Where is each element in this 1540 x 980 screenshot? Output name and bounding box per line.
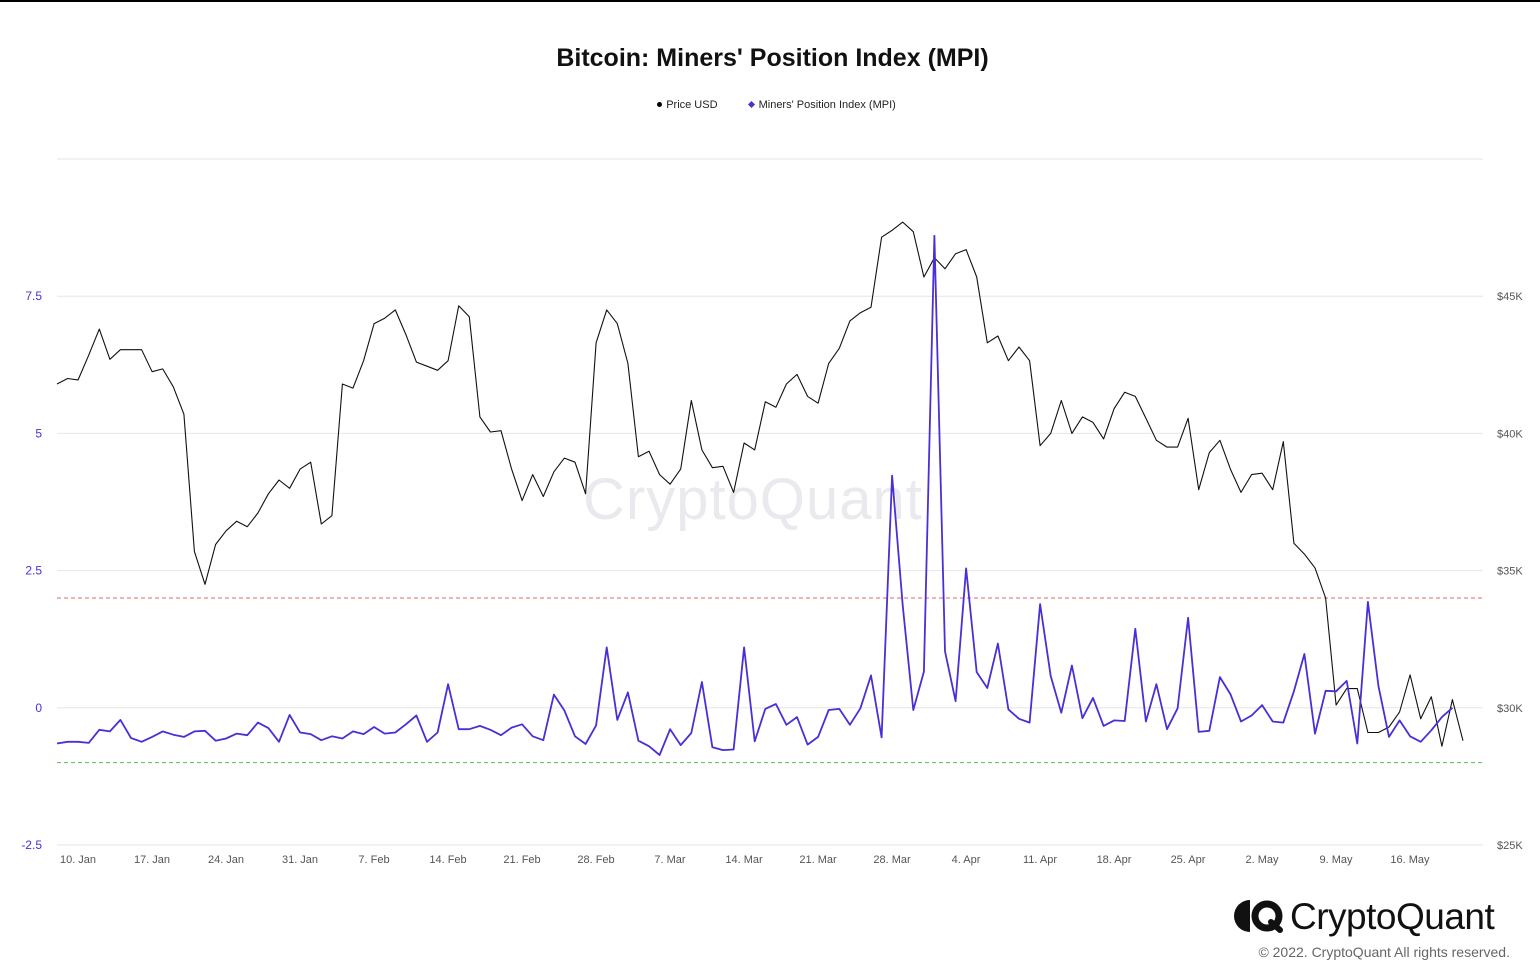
x-tick-label: 28. Feb [577,854,614,866]
legend-dot-icon [657,101,663,107]
legend: Price USD Miners' Position Index (MPI) [0,99,1540,111]
legend-label-price: Price USD [666,99,718,111]
x-axis: 10. Jan 17. Jan 24. Jan 31. Jan 7. Feb 14. Fe… [60,854,1430,866]
price-usd-line [56,221,1464,747]
x-tick-label: 4. Apr [952,854,981,866]
series-group [56,221,1464,756]
x-tick-label: 21. Mar [799,854,837,866]
footer-logo-text: CryptoQuant [1290,896,1495,937]
x-tick-label: 10. Jan [60,854,96,866]
legend-item-price[interactable]: Price USD [657,99,718,111]
x-tick-label: 31. Jan [282,854,318,866]
x-tick-label: 21. Feb [503,854,540,866]
threshold-lines [57,597,1483,764]
left-tick-label: 7.5 [25,289,42,303]
left-tick-label: 2.5 [25,564,42,578]
right-tick-label: $35K [1497,566,1523,578]
x-tick-label: 16. May [1390,854,1430,866]
x-tick-label: 14. Mar [725,854,763,866]
legend-item-mpi[interactable]: Miners' Position Index (MPI) [747,99,896,111]
copyright-text: © 2022. CryptoQuant All rights reserved. [1258,944,1510,960]
right-tick-label: $30K [1497,703,1523,715]
x-tick-label: 18. Apr [1097,854,1132,866]
mpi-line [56,234,1453,756]
cryptoquant-logo-icon [1234,900,1283,933]
legend-label-mpi: Miners' Position Index (MPI) [758,99,896,111]
x-tick-label: 14. Feb [429,854,466,866]
x-tick-label: 25. Apr [1171,854,1206,866]
left-tick-label: -2.5 [21,838,42,852]
x-tick-label: 17. Jan [134,854,170,866]
top-border [0,0,1540,2]
left-axis: -2.5 0 2.5 5 7.5 [21,289,42,852]
right-axis: $25K $30K $35K $40K $45K [1497,291,1523,852]
chart-title: Bitcoin: Miners' Position Index (MPI) [556,44,989,72]
x-tick-label: 9. May [1319,854,1353,866]
x-tick-label: 7. Feb [358,854,389,866]
left-tick-label: 0 [35,701,42,715]
right-tick-label: $40K [1497,428,1523,440]
x-tick-label: 24. Jan [208,854,244,866]
grid-lines [57,158,1483,846]
left-tick-label: 5 [35,426,42,440]
x-tick-label: 28. Mar [873,854,911,866]
x-tick-label: 11. Apr [1023,854,1057,866]
right-tick-label: $45K [1497,291,1523,303]
x-tick-label: 7. Mar [654,854,686,866]
right-tick-label: $25K [1497,840,1523,852]
x-tick-label: 2. May [1245,854,1279,866]
